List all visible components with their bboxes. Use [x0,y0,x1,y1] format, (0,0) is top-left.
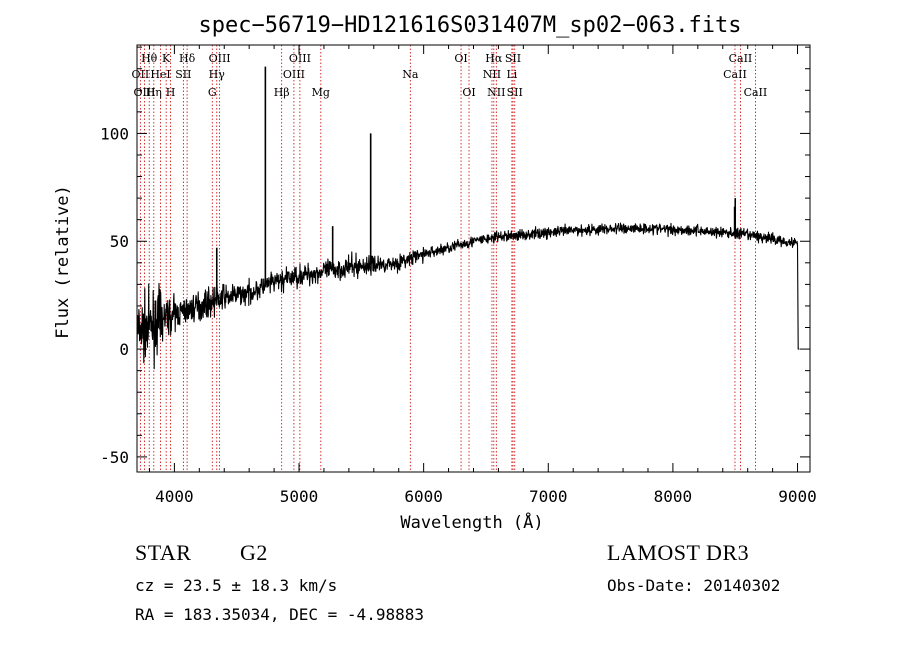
line-label: Hα [485,52,503,65]
y-tick-label: -50 [100,448,129,467]
line-label: OIII [283,68,305,81]
line-label: CaII [723,68,747,81]
plot-frame [136,44,811,473]
x-tick-label: 7000 [529,487,568,506]
line-label: Hη [146,86,162,99]
survey-name: LAMOST DR3 [607,540,750,565]
spectral-line-labels: Hθ OII OIII K HeI Hη SII H Hδ OIII Hγ G Hβ OIII OIII Mg… [132,52,768,99]
line-label: G [208,86,217,99]
line-label: HeI [150,68,170,81]
line-label: SII [505,52,521,65]
line-label: Mg [312,86,330,99]
line-label: SII [175,68,191,81]
line-label: CaII [744,86,768,99]
x-tick-label: 8000 [654,487,693,506]
line-label: OIII [133,86,155,99]
line-label: NII [487,86,505,99]
line-label: OIII [209,52,231,65]
y-axis-label: Flux (relative) [53,185,73,339]
line-label: K [162,52,171,65]
x-axis: 4000 5000 6000 7000 8000 9000 [148,45,817,506]
x-tick-label: 5000 [280,487,319,506]
x-tick-label: 6000 [404,487,443,506]
spectrum-line [136,222,800,370]
line-label: Hδ [179,52,196,65]
observation-date: Obs-Date: 20140302 [607,576,781,595]
object-class: STAR [135,540,192,565]
spectral-line-markers [139,45,756,472]
y-tick-label: 100 [100,124,129,143]
sky-coordinates: RA = 183.35034, DEC = -4.98883 [135,605,424,624]
y-axis: -50 0 50 100 [100,46,810,467]
line-label: CaII [729,52,753,65]
x-tick-label: 4000 [155,487,194,506]
line-label: OI [462,86,475,99]
line-label: SII [507,86,523,99]
x-tick-label: 9000 [778,487,817,506]
line-label: OI [454,52,467,65]
line-label: OIII [289,52,311,65]
line-label: Li [506,68,517,81]
object-subclass: G2 [240,540,268,565]
chart-title: spec−56719−HD121616S031407M_sp02−063.fit… [198,13,741,38]
redshift-cz: cz = 23.5 ± 18.3 km/s [135,576,338,595]
x-axis-label: Wavelength (Å) [400,511,543,533]
line-label: Na [402,68,419,81]
line-label: H [166,86,176,99]
line-label: Hθ [141,52,158,65]
y-tick-label: 50 [110,232,129,251]
line-label: OII [132,68,150,81]
line-label: Hβ [274,86,290,99]
line-label: NII [483,68,501,81]
emission-spikes [215,66,737,300]
y-tick-label: 0 [119,340,129,359]
line-label: Hγ [209,68,226,81]
